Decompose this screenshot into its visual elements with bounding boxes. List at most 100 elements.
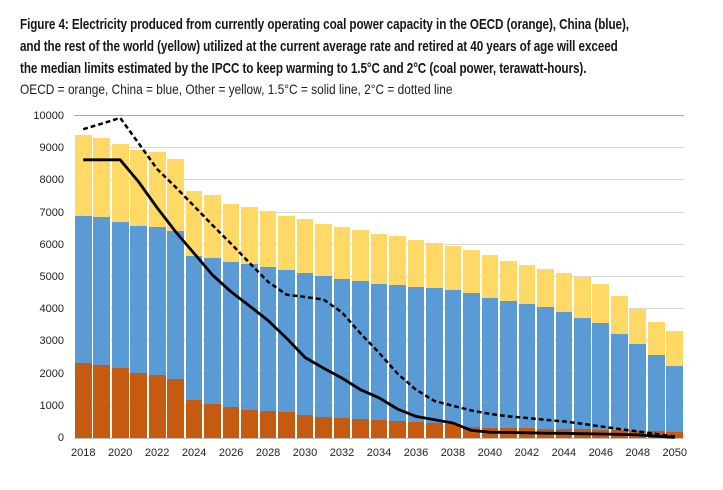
bar-segment-china-2045	[573, 318, 591, 430]
x-tick-2026: 2026	[218, 447, 244, 459]
figure-title: Figure 4: Electricity produced from curr…	[20, 14, 723, 80]
bar-segment-china-2043	[537, 307, 554, 429]
figure-title-line-2: and the rest of the world (yellow) utili…	[20, 38, 618, 55]
bar-segment-oecd-2037	[426, 423, 443, 438]
x-tick-2044: 2044	[551, 447, 577, 459]
bar-segment-oecd-2049	[647, 431, 665, 438]
bar-segment-other-2027	[241, 207, 258, 265]
bar-segment-other-2030	[296, 219, 314, 273]
bar-segment-china-2049	[647, 354, 665, 432]
bar-2026	[222, 204, 240, 438]
bar-segment-china-2030	[296, 272, 314, 415]
bar-segment-other-2043	[537, 268, 554, 308]
y-tick-1000: 1000	[39, 399, 64, 412]
bar-2046	[592, 283, 610, 438]
gridline-7000	[74, 211, 684, 213]
bar-segment-china-2048	[629, 344, 647, 431]
x-tick-2030: 2030	[292, 447, 318, 459]
x-tick-2046: 2046	[588, 447, 614, 459]
y-tick-6000: 6000	[39, 238, 64, 251]
bar-segment-oecd-2036	[407, 422, 425, 438]
bar-segment-other-2042	[518, 265, 536, 305]
bar-segment-china-2041	[500, 300, 517, 429]
legend-note: OECD = orange, China = blue, Other = yel…	[20, 81, 453, 97]
bar-segment-oecd-2042	[518, 428, 536, 438]
bar-2021	[130, 149, 148, 438]
x-tick-2036: 2036	[403, 447, 429, 459]
bar-2023	[167, 159, 184, 438]
x-tick-2020: 2020	[107, 447, 133, 459]
bar-2048	[629, 308, 647, 438]
bar-segment-oecd-2025	[204, 403, 221, 438]
x-tick-2042: 2042	[514, 447, 540, 459]
gridline-8000	[74, 179, 684, 181]
bar-2027	[241, 207, 258, 438]
plot-area	[74, 115, 684, 439]
bar-segment-other-2047	[610, 296, 628, 335]
gridline-9000	[74, 147, 684, 149]
bar-2042	[518, 265, 536, 438]
bar-segment-china-2044	[555, 311, 573, 429]
y-tick-0: 0	[57, 432, 64, 444]
bar-segment-china-2029	[278, 269, 295, 413]
bar-segment-other-2023	[167, 159, 184, 232]
bar-segment-oecd-2027	[241, 409, 258, 438]
bar-segment-other-2018	[74, 135, 92, 216]
bar-segment-oecd-2030	[296, 414, 314, 438]
figure-title-line-3: the median limits estimated by the IPCC …	[20, 60, 587, 77]
bar-2050	[666, 331, 684, 438]
y-tick-5000: 5000	[39, 271, 64, 283]
bar-segment-oecd-2031	[315, 417, 332, 438]
bar-segment-other-2044	[555, 272, 573, 312]
bar-segment-china-2039	[463, 293, 480, 428]
bar-2022	[148, 152, 166, 438]
x-tick-2038: 2038	[440, 447, 466, 459]
bar-2019	[93, 138, 111, 438]
bar-2045	[573, 277, 591, 438]
bar-2040	[481, 255, 499, 438]
bar-segment-oecd-2035	[389, 421, 406, 438]
bar-segment-oecd-2019	[93, 364, 111, 438]
bar-2044	[555, 272, 573, 438]
y-tick-3000: 3000	[39, 335, 64, 348]
bar-segment-other-2020	[111, 143, 129, 222]
x-tick-2050: 2050	[662, 447, 687, 459]
bar-segment-oecd-2044	[555, 428, 573, 438]
bar-segment-china-2024	[185, 256, 203, 401]
bar-segment-china-2020	[111, 221, 129, 369]
bar-segment-other-2032	[333, 227, 351, 279]
bar-segment-other-2037	[426, 243, 443, 288]
bar-segment-china-2031	[315, 276, 332, 418]
x-tick-2034: 2034	[366, 447, 392, 459]
y-tick-2000: 2000	[39, 367, 64, 380]
bar-segment-other-2041	[500, 260, 517, 301]
bar-segment-other-2033	[352, 230, 369, 282]
bar-2032	[333, 227, 351, 438]
y-tick-7000: 7000	[39, 206, 64, 219]
bar-segment-oecd-2039	[463, 427, 480, 438]
gridline-0	[74, 438, 684, 439]
bar-2038	[444, 246, 462, 438]
y-tick-4000: 4000	[39, 303, 64, 316]
bar-segment-other-2046	[592, 283, 610, 324]
bar-segment-oecd-2048	[629, 430, 647, 438]
bar-segment-china-2034	[370, 283, 388, 420]
bar-segment-oecd-2033	[352, 419, 369, 438]
gridline-10000	[74, 115, 684, 116]
bar-2041	[500, 260, 517, 438]
bar-segment-other-2049	[647, 321, 665, 355]
y-tick-10000: 10000	[33, 110, 64, 122]
bar-segment-other-2038	[444, 246, 462, 291]
bar-2029	[278, 215, 295, 438]
x-tick-2024: 2024	[181, 447, 207, 459]
bar-segment-oecd-2022	[148, 374, 166, 438]
bar-segment-other-2031	[315, 223, 332, 277]
bar-segment-other-2019	[93, 138, 111, 218]
bar-segment-other-2024	[185, 191, 203, 257]
bar-2034	[370, 233, 388, 438]
bar-2030	[296, 219, 314, 438]
bar-segment-other-2025	[204, 195, 221, 259]
y-tick-8000: 8000	[39, 174, 64, 187]
bar-segment-china-2027	[241, 264, 258, 410]
bar-2039	[463, 250, 480, 438]
